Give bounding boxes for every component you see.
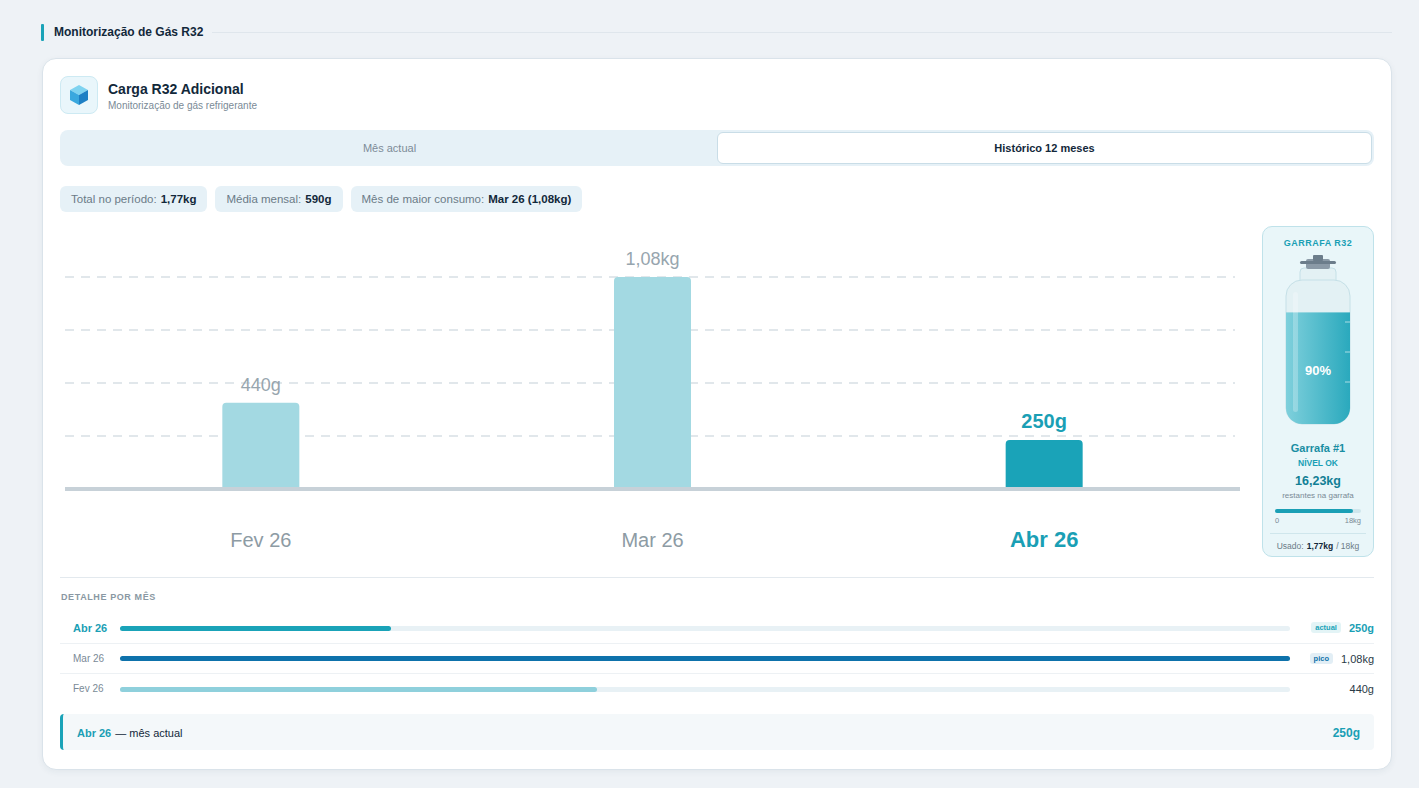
- detail-label: Mar 26: [73, 652, 104, 666]
- detail-row-sep: [60, 673, 1374, 674]
- x-tick-label: Abr 26: [1010, 527, 1078, 552]
- detail-value: 1,08kg: [1341, 652, 1374, 666]
- stat-pill: Total no período: 1,77kg: [60, 186, 207, 212]
- stat-label: Mês de maior consumo:: [362, 193, 485, 205]
- section-rule: [212, 32, 1392, 33]
- footer-caption: — mês actual: [115, 727, 182, 739]
- detail-label: Fev 26: [73, 682, 104, 696]
- x-tick-label: Fev 26: [230, 529, 291, 551]
- bottle-sep: [1270, 533, 1366, 534]
- card-subtitle: Monitorização de gás refrigerante: [108, 99, 257, 112]
- bottle-level-label: 90%: [1305, 363, 1331, 378]
- bottle-caption: restantes na garrafa: [1262, 490, 1374, 501]
- detail-badge: pico: [1310, 653, 1333, 664]
- bars: [222, 277, 1082, 489]
- stat-value: 1,77kg: [161, 193, 197, 205]
- bottle-used: Usado:1,77kg/ 18kg: [1262, 540, 1374, 552]
- bottle-title: GARRAFA R32: [1262, 237, 1374, 249]
- cube-right: [79, 90, 88, 105]
- tab[interactable]: Histórico 12 meses: [717, 132, 1372, 164]
- baseline: [65, 487, 1240, 491]
- data-label: 440g: [241, 375, 281, 395]
- bottle-shine: [1293, 292, 1298, 412]
- bottle-notch: [1345, 352, 1350, 353]
- bottle: 90%: [1262, 252, 1374, 430]
- bottle-handle: [1300, 261, 1336, 264]
- detail-sep: [60, 577, 1374, 578]
- stat-value: Mar 26 (1,08kg): [488, 193, 571, 205]
- bottle-notch: [1345, 322, 1350, 323]
- bottle-name: Garrafa #1: [1262, 441, 1374, 455]
- gauge-tick-label: 18kg: [1345, 516, 1361, 526]
- detail-badge: actual: [1311, 622, 1341, 633]
- stat-label: Média mensal:: [226, 193, 301, 205]
- detail-value: 250g: [1349, 621, 1374, 635]
- footer-value: 250g: [1333, 725, 1360, 741]
- icon-box: [60, 76, 98, 114]
- bottle-valve: [1313, 255, 1323, 261]
- used-prefix: Usado:: [1277, 541, 1304, 551]
- detail-label: Abr 26: [73, 621, 107, 635]
- bar: [1006, 440, 1083, 489]
- stat-label: Total no período:: [71, 193, 157, 205]
- footer-box: [60, 714, 1374, 750]
- detail-fill: [120, 656, 1290, 661]
- tab[interactable]: Mês actual: [62, 132, 717, 164]
- detail-value: 440g: [1350, 682, 1374, 696]
- detail-row-sep: [60, 643, 1374, 644]
- bottle-remaining: 16,23kg: [1262, 474, 1374, 489]
- bottle-status: NÍVEL OK: [1262, 457, 1374, 469]
- stat-pill: Mês de maior consumo:Mar 26 (1,08kg): [351, 186, 583, 212]
- gauge-fill: [1275, 509, 1353, 513]
- data-label: 1,08kg: [625, 249, 679, 269]
- data-label: 250g: [1021, 410, 1067, 432]
- cube-icon: [61, 77, 97, 113]
- bar-chart: 440g 1,08kg 250g Fev 26 Mar 26 Abr 26: [60, 224, 1255, 564]
- section-accent: [41, 24, 44, 41]
- stat-value: 590g: [305, 193, 331, 205]
- detail-fill: [120, 687, 597, 692]
- stat-pill: Média mensal: 590g: [215, 186, 342, 212]
- gauge-tick-label: 0: [1275, 516, 1279, 526]
- section-title: Monitorização de Gás R32: [54, 24, 203, 41]
- bottle-body: [1286, 280, 1350, 424]
- bar: [222, 403, 299, 489]
- bottle-notch: [1345, 382, 1350, 383]
- detail-title: DETALHE POR MÊS: [61, 591, 156, 603]
- bar: [614, 277, 691, 489]
- used-capacity: / 18kg: [1336, 541, 1359, 551]
- x-tick-label: Mar 26: [621, 529, 683, 551]
- footer-month: Abr 26: [77, 727, 111, 739]
- chart-body: 440g 1,08kg 250g Fev 26 Mar 26 Abr 26: [65, 249, 1240, 552]
- cube-left: [70, 90, 79, 105]
- page: Monitorização de Gás R32 Carga R32 Adicio…: [0, 0, 1419, 788]
- detail-fill: [120, 626, 391, 631]
- used-value: 1,77kg: [1307, 541, 1333, 551]
- card-title: Carga R32 Adicional: [108, 81, 244, 98]
- footer-text: Abr 26 — mês actual: [77, 726, 183, 740]
